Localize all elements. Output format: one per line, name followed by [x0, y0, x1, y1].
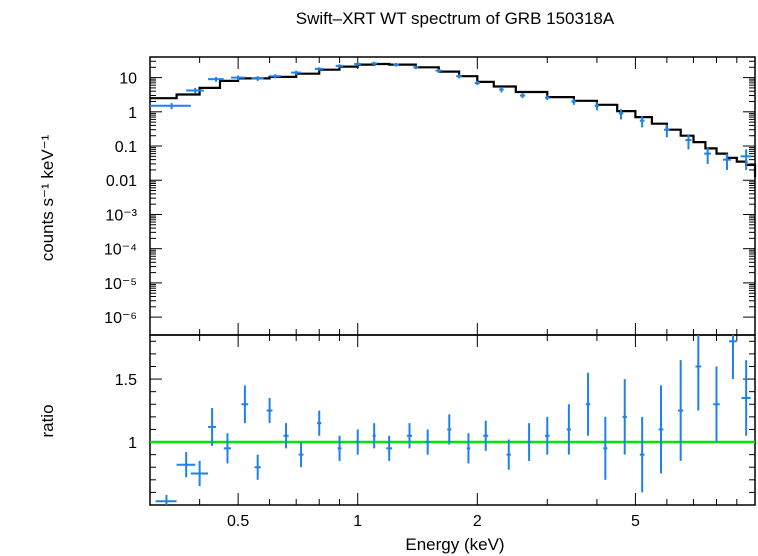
spectrum-data-point [150, 103, 191, 110]
x-tick-label: 5 [631, 513, 640, 530]
y-tick-label-bottom: 1 [128, 435, 137, 452]
ratio-data-point [337, 435, 342, 461]
ratio-data-point [639, 416, 645, 493]
spectrum-data-point [685, 134, 692, 150]
spectrum-data-point [618, 109, 624, 120]
ratio-data-point [372, 423, 376, 449]
spectrum-data-point [335, 64, 344, 68]
ratio-data-point [741, 360, 751, 436]
ratio-data-point [544, 416, 550, 455]
spectrum-data-point [393, 62, 399, 67]
ratio-data-point [317, 410, 322, 436]
spectrum-data-point [231, 75, 245, 81]
ratio-data-point [298, 442, 304, 468]
y-tick-label-top: 1 [128, 105, 137, 122]
ratio-data-point [622, 379, 627, 455]
ratio-data-point [176, 452, 196, 478]
spectrum-data-point [456, 74, 462, 79]
ratio-data-point [190, 460, 209, 487]
top-axis-ticks: 10 1 0.1 0.01 10⁻³ 10⁻⁴ 10⁻⁵ 10⁻⁶ [104, 56, 755, 335]
y-axis-label-counts: counts s⁻¹ keV⁻¹ [38, 134, 57, 261]
spectrum-data-point [544, 95, 550, 101]
ratio-data-point [566, 404, 571, 455]
bottom-panel-frame [149, 334, 756, 506]
spectrum-data-point [722, 153, 731, 170]
y-tick-label-top: 0.1 [115, 139, 137, 156]
x-tick-label: 0.5 [227, 513, 249, 530]
spectrum-data-point [519, 93, 526, 99]
y-tick-label-top: 10⁻³ [105, 207, 137, 224]
x-tick-label: 1 [353, 513, 362, 530]
ratio-data-point [585, 372, 591, 436]
ratio-data-point [447, 414, 452, 445]
spectrum-data-point [435, 68, 443, 73]
ratio-data-point [208, 408, 217, 446]
y-tick-label-top: 0.01 [106, 173, 137, 190]
spectrum-data-point [371, 61, 378, 66]
spectrum-data-point [663, 124, 670, 138]
ratio-data-point [527, 423, 532, 461]
ratio-data-point [386, 435, 393, 461]
spectrum-data-point [291, 70, 302, 75]
spectrum-data-point [208, 76, 224, 82]
spectrum-data-point [186, 87, 204, 94]
spectrum-data-point [354, 62, 362, 66]
y-tick-label-top: 10⁻⁴ [104, 242, 137, 259]
x-tick-label: 2 [473, 513, 482, 530]
bottom-panel: 1 1.5 0.5 1 2 5 ratio Energy (keV) [38, 334, 756, 554]
y-tick-label-bottom: 1.5 [115, 372, 137, 389]
spectrum-data-point [314, 67, 324, 71]
ratio-data-point [355, 429, 360, 455]
ratio-data-point [254, 454, 261, 480]
chart-title: Swift–XRT WT spectrum of GRB 150318A [296, 9, 615, 28]
ratio-data-point [425, 429, 430, 455]
ratio-data-point [728, 335, 737, 380]
ratio-data-point [658, 385, 664, 474]
spectrum-data-point [594, 102, 600, 111]
ratio-data-point [155, 494, 177, 505]
spectrum-data-point [413, 65, 419, 70]
model-curve-group [150, 62, 757, 178]
ratio-data-point [406, 423, 413, 449]
spectrum-data-group [150, 61, 752, 170]
ratio-data-point [266, 397, 273, 424]
top-panel-frame [149, 56, 756, 336]
ratio-data-point [223, 433, 232, 464]
ratio-data-point [283, 423, 289, 449]
ratio-data-point [466, 433, 471, 464]
ratio-data-point [483, 420, 489, 451]
ratio-data-point [241, 385, 249, 424]
y-tick-label-top: 10⁻⁵ [104, 276, 137, 293]
y-axis-label-ratio: ratio [38, 404, 57, 437]
y-tick-label-top: 10⁻⁶ [104, 310, 137, 327]
bottom-axis-ticks: 1 1.5 0.5 1 2 5 [115, 335, 755, 530]
ratio-data-group [155, 335, 751, 505]
ratio-data-point [678, 360, 684, 461]
spectrum-data-point [499, 87, 504, 93]
ratio-data-point [695, 335, 702, 411]
spectrum-data-point [571, 98, 577, 105]
ratio-data-point [603, 416, 608, 480]
spectrum-data-point [704, 147, 712, 164]
spectrum-data-point [474, 80, 480, 86]
spectrum-data-point [639, 116, 645, 128]
model-curve [150, 62, 757, 178]
spectrum-data-point [251, 76, 264, 81]
spectrum-data-point [740, 149, 752, 170]
ratio-data-point [506, 439, 511, 470]
ratio-data-point [713, 366, 720, 443]
y-tick-label-top: 10 [119, 71, 137, 88]
x-axis-label: Energy (keV) [405, 535, 504, 554]
spectrum-data-point [269, 74, 281, 79]
top-panel: 10 1 0.1 0.01 10⁻³ 10⁻⁴ 10⁻⁵ 10⁻⁶ counts s⁻¹ ke… [38, 56, 757, 336]
